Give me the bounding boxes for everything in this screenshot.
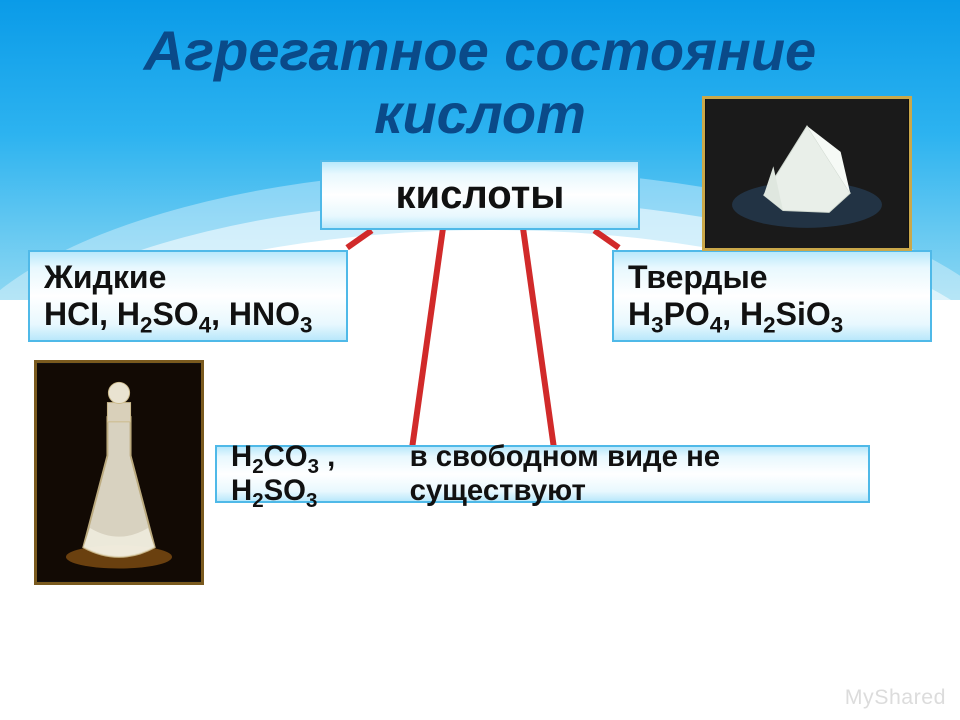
root-node-label: кислоты	[396, 173, 565, 218]
nonexistent-acids-tail: в свободном виде не существуют	[410, 440, 854, 508]
solid-acids-box: Твердые H3PO4, H2SiO3	[612, 250, 932, 342]
root-node-box: кислоты	[320, 160, 640, 230]
crystal-photo	[702, 96, 912, 251]
slide-title-line1: Агрегатное состояние	[144, 19, 816, 82]
solid-acids-header: Твердые	[628, 259, 768, 296]
slide-root: Агрегатное состояние кислот кислоты Жидк…	[0, 0, 960, 720]
liquid-acids-formula: HCI, H2SO4, HNO3	[44, 296, 312, 333]
nonexistent-acids-formula: H2CO3 , H2SO3	[231, 440, 410, 508]
slide-title-line2: кислот	[374, 82, 586, 145]
nonexistent-acids-box: H2CO3 , H2SO3 в свободном виде не сущест…	[215, 445, 870, 503]
liquid-acids-header: Жидкие	[44, 259, 166, 296]
watermark-text: MyShared	[845, 685, 946, 710]
flask-icon	[37, 363, 201, 582]
crystal-icon	[705, 99, 909, 248]
liquid-acids-box: Жидкие HCI, H2SO4, HNO3	[28, 250, 348, 342]
flask-photo	[34, 360, 204, 585]
solid-acids-formula: H3PO4, H2SiO3	[628, 296, 843, 333]
